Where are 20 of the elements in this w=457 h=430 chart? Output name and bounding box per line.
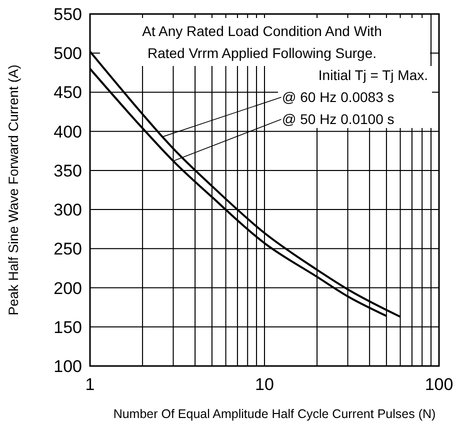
- y-tick-label: 450: [54, 83, 82, 102]
- x-axis-title: Number Of Equal Amplitude Half Cycle Current Pulses (N): [113, 407, 436, 421]
- y-tick-label: 150: [54, 318, 82, 337]
- annotation: Initial Tj = Tj Max.: [318, 67, 428, 83]
- y-tick-label: 550: [54, 5, 82, 24]
- annotation: At Any Rated Load Condition And With: [142, 23, 382, 39]
- x-tick-label: 10: [255, 375, 274, 394]
- y-tick-label: 100: [54, 357, 82, 376]
- y-tick-label: 400: [54, 122, 82, 142]
- y-tick-label: 500: [54, 44, 82, 64]
- y-tick-label: 350: [54, 161, 82, 180]
- x-tick-label: 100: [424, 375, 454, 394]
- annotation: @ 60 Hz 0.0083 s: [282, 89, 394, 105]
- y-tick-label: 200: [54, 278, 82, 298]
- y-axis-title: Peak Half Sine Wave Forward Current (A): [6, 64, 21, 316]
- annotation: Rated Vrrm Applied Following Surge.: [147, 45, 377, 61]
- y-tick-label: 250: [54, 240, 82, 259]
- y-tick-label: 300: [54, 200, 82, 220]
- x-tick-label: 1: [85, 375, 95, 394]
- annotation: @ 50 Hz 0.0100 s: [282, 111, 394, 127]
